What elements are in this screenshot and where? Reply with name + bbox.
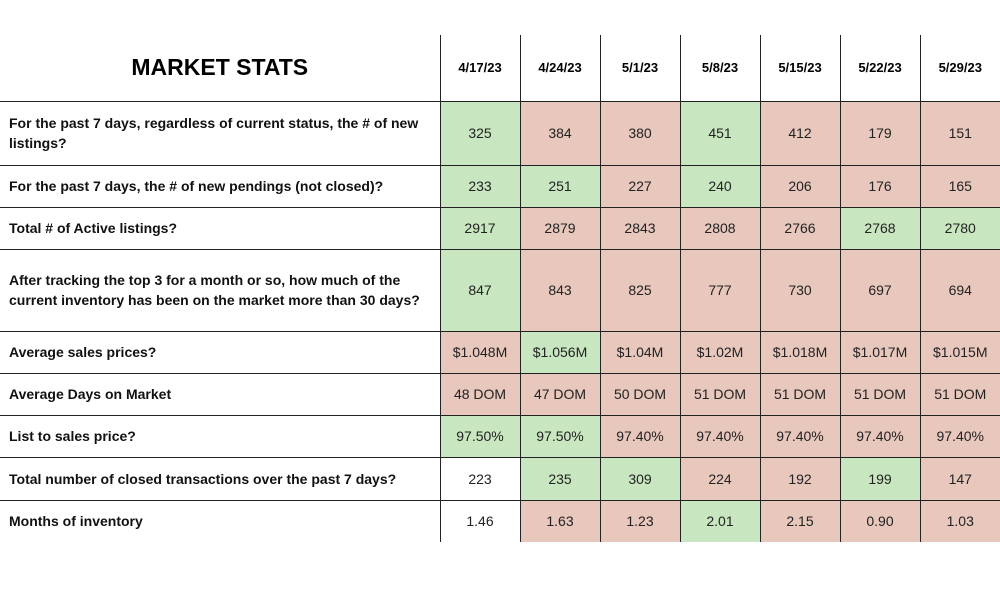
question-cell: Total # of Active listings?: [0, 206, 441, 250]
table-row: For the past 7 days, the # of new pendin…: [0, 164, 1000, 208]
value-cell: 233: [439, 164, 521, 208]
header-row: MARKET STATS 4/17/23 4/24/23 5/1/23 5/8/…: [0, 35, 1000, 102]
value-cell: 47 DOM: [519, 372, 601, 416]
question-cell: Average sales prices?: [0, 330, 441, 374]
value-cell: 97.50%: [519, 414, 601, 458]
value-cell: 1.63: [519, 499, 601, 542]
date-header: 5/22/23: [839, 35, 921, 102]
value-cell: 51 DOM: [839, 372, 921, 416]
value-cell: 451: [679, 100, 761, 166]
question-cell: For the past 7 days, the # of new pendin…: [0, 164, 441, 208]
value-cell: $1.018M: [759, 330, 841, 374]
value-cell: 2917: [439, 206, 521, 250]
value-cell: 51 DOM: [919, 372, 1000, 416]
value-cell: 325: [439, 100, 521, 166]
value-cell: 0.90: [839, 499, 921, 542]
value-cell: 1.23: [599, 499, 681, 542]
value-cell: 2879: [519, 206, 601, 250]
value-cell: 147: [919, 456, 1000, 501]
value-cell: 730: [759, 248, 841, 332]
table-row: Average Days on Market 48 DOM 47 DOM 50 DOM…: [0, 372, 1000, 416]
value-cell: 825: [599, 248, 681, 332]
value-cell: 97.40%: [919, 414, 1000, 458]
value-cell: 2.15: [759, 499, 841, 542]
value-cell: 694: [919, 248, 1000, 332]
value-cell: $1.017M: [839, 330, 921, 374]
value-cell: 1.03: [919, 499, 1000, 542]
value-cell: $1.056M: [519, 330, 601, 374]
value-cell: 2808: [679, 206, 761, 250]
table-row: After tracking the top 3 for a month or …: [0, 248, 1000, 332]
value-cell: 412: [759, 100, 841, 166]
question-cell: Total number of closed transactions over…: [0, 456, 441, 501]
value-cell: 2768: [839, 206, 921, 250]
value-cell: 48 DOM: [439, 372, 521, 416]
value-cell: $1.015M: [919, 330, 1000, 374]
table-row: Months of inventory 1.46 1.63 1.23 2.01 2.15 0…: [0, 499, 1000, 542]
question-cell: Average Days on Market: [0, 372, 441, 416]
value-cell: 192: [759, 456, 841, 501]
value-cell: 2766: [759, 206, 841, 250]
table-title: MARKET STATS: [0, 35, 441, 102]
table-row: Total number of closed transactions over…: [0, 456, 1000, 501]
value-cell: 309: [599, 456, 681, 501]
question-cell: For the past 7 days, regardless of curre…: [0, 100, 441, 166]
question-cell: After tracking the top 3 for a month or …: [0, 248, 441, 332]
table-row: Average sales prices? $1.048M $1.056M $1.04…: [0, 330, 1000, 374]
table-row: For the past 7 days, regardless of curre…: [0, 100, 1000, 166]
value-cell: $1.02M: [679, 330, 761, 374]
value-cell: 2843: [599, 206, 681, 250]
date-header: 5/29/23: [919, 35, 1000, 102]
value-cell: $1.048M: [439, 330, 521, 374]
value-cell: $1.04M: [599, 330, 681, 374]
value-cell: 151: [919, 100, 1000, 166]
value-cell: 847: [439, 248, 521, 332]
value-cell: 227: [599, 164, 681, 208]
value-cell: 697: [839, 248, 921, 332]
value-cell: 199: [839, 456, 921, 501]
value-cell: 1.46: [439, 499, 521, 542]
value-cell: 777: [679, 248, 761, 332]
value-cell: 50 DOM: [599, 372, 681, 416]
value-cell: 240: [679, 164, 761, 208]
question-cell: List to sales price?: [0, 414, 441, 458]
value-cell: 384: [519, 100, 601, 166]
value-cell: 97.40%: [759, 414, 841, 458]
value-cell: 235: [519, 456, 601, 501]
value-cell: 179: [839, 100, 921, 166]
value-cell: 176: [839, 164, 921, 208]
value-cell: 380: [599, 100, 681, 166]
value-cell: 97.40%: [679, 414, 761, 458]
date-header: 5/1/23: [599, 35, 681, 102]
date-header: 5/15/23: [759, 35, 841, 102]
question-cell: Months of inventory: [0, 499, 441, 542]
value-cell: 97.50%: [439, 414, 521, 458]
table-body: For the past 7 days, regardless of curre…: [0, 100, 1000, 542]
value-cell: 224: [679, 456, 761, 501]
value-cell: 2.01: [679, 499, 761, 542]
market-stats-table: MARKET STATS 4/17/23 4/24/23 5/1/23 5/8/…: [0, 35, 1000, 542]
date-header: 4/17/23: [439, 35, 521, 102]
value-cell: 97.40%: [599, 414, 681, 458]
value-cell: 843: [519, 248, 601, 332]
value-cell: 51 DOM: [679, 372, 761, 416]
date-header: 4/24/23: [519, 35, 601, 102]
value-cell: 2780: [919, 206, 1000, 250]
table-row: Total # of Active listings? 2917 2879 2843 2…: [0, 206, 1000, 250]
value-cell: 223: [439, 456, 521, 501]
value-cell: 206: [759, 164, 841, 208]
value-cell: 51 DOM: [759, 372, 841, 416]
value-cell: 165: [919, 164, 1000, 208]
date-header: 5/8/23: [679, 35, 761, 102]
table-row: List to sales price? 97.50% 97.50% 97.40% 97…: [0, 414, 1000, 458]
value-cell: 251: [519, 164, 601, 208]
value-cell: 97.40%: [839, 414, 921, 458]
